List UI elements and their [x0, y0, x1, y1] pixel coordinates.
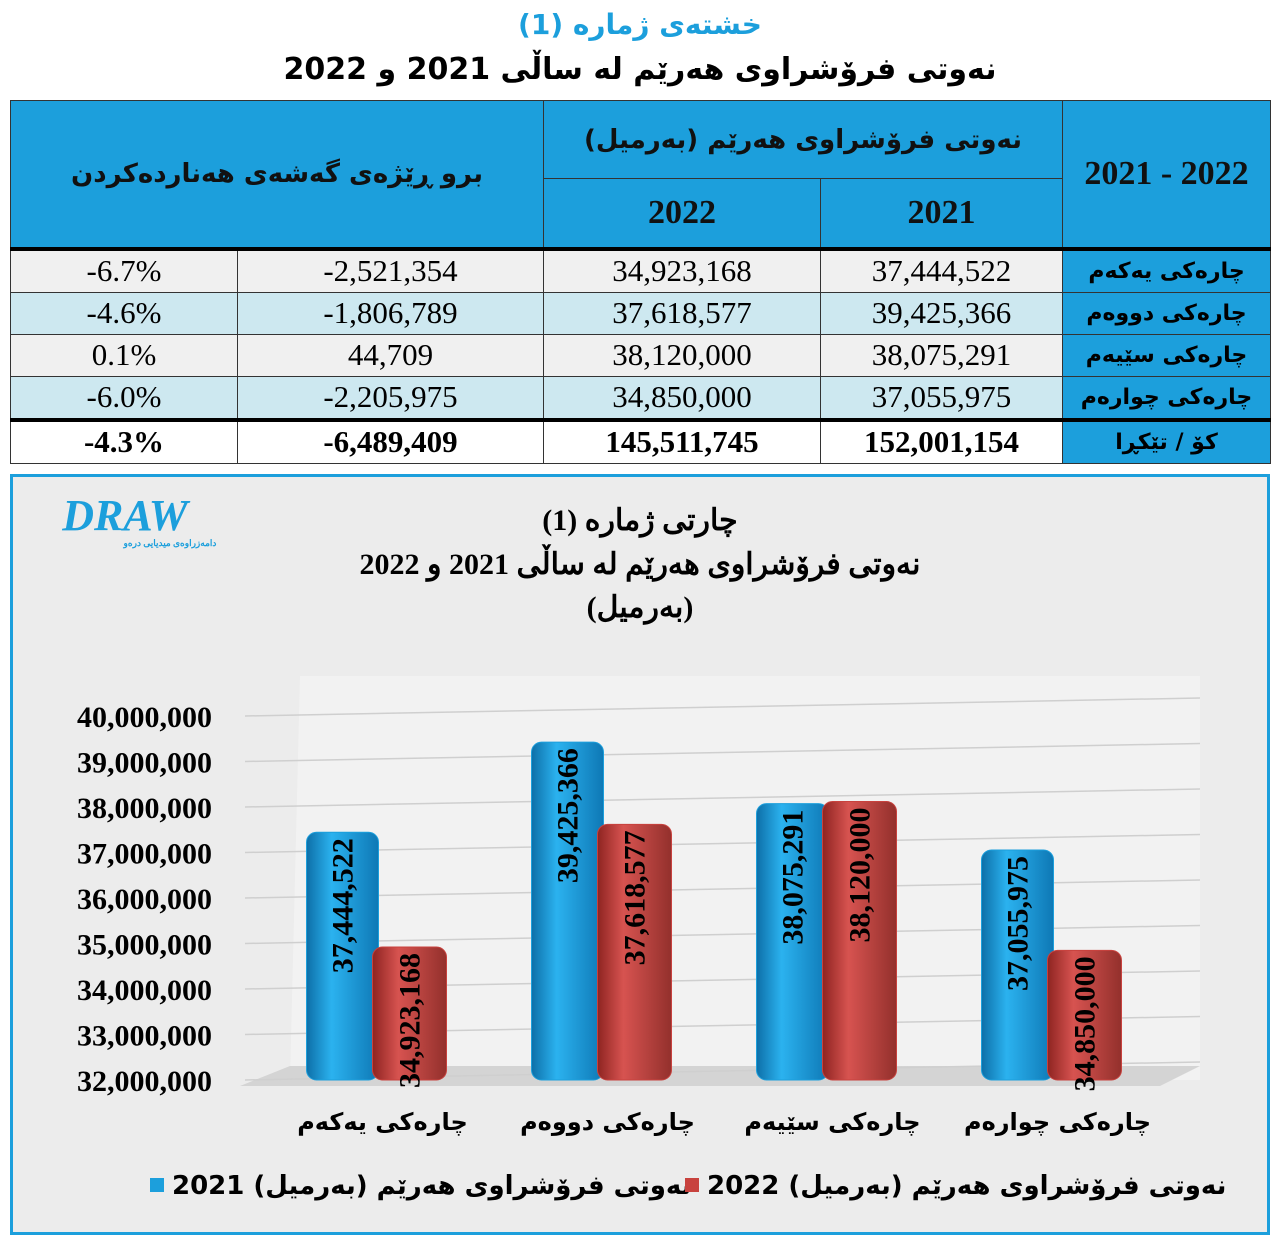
plot-wall	[290, 676, 1200, 1080]
y-tick-label: 33,000,000	[77, 1020, 212, 1053]
table-cell: -2,205,975	[237, 375, 544, 420]
header-cell: 2021	[819, 178, 1064, 249]
data-table: برو ڕێژەی گەشەی هەناردەکردن نەوتی فرۆشرا…	[10, 100, 1272, 464]
table-cell: -4.6%	[10, 291, 238, 335]
legend-swatch	[150, 1178, 164, 1192]
table-row: -6.0% -2,205,975 34,850,000 37,055,975 چارەک…	[10, 375, 1272, 420]
table-cell: 38,120,000	[543, 333, 821, 377]
row-label: چارەکی دووەم	[1062, 291, 1272, 335]
logo-text: DRAW	[61, 491, 190, 540]
bar	[1047, 949, 1122, 1081]
y-tick-label: 35,000,000	[77, 929, 212, 962]
table-row: -4.6% -1,806,789 37,618,577 39,425,366 چارەک…	[10, 291, 1272, 335]
y-tick-label: 37,000,000	[77, 838, 212, 871]
table-cell: -6.7%	[10, 248, 238, 293]
x-tick-label: چارەکی سێیەم	[744, 1108, 920, 1136]
grid-line	[244, 833, 1201, 854]
header-cell: نەوتی فرۆشراوی هەرێم (بەرمیل)	[542, 100, 1064, 179]
y-tick-label: 40,000,000	[77, 701, 212, 734]
plot-floor	[240, 1066, 1200, 1086]
table-subtitle: نەوتی فرۆشراوی هەرێم لە ساڵی 2021 و 2022	[283, 52, 997, 87]
table-cell: 152,001,154	[819, 417, 1064, 464]
table-cell: 37,055,975	[819, 375, 1064, 420]
legend-label: نەوتی فرۆشراوی هەرێم (بەرمیل) 2021	[172, 1171, 691, 1201]
table-cell: -4.3%	[10, 417, 238, 464]
data-label: 38,075,291	[777, 810, 810, 945]
legend-swatch	[685, 1178, 699, 1192]
table-row: 0.1% 44,709 38,120,000 38,075,291 چارەکی سێی…	[10, 333, 1272, 377]
data-label: 34,850,000	[1069, 956, 1102, 1091]
bar	[597, 823, 672, 1081]
bar	[372, 946, 447, 1081]
table-cell: -6,489,409	[237, 417, 544, 464]
header-cell: برو ڕێژەی گەشەی هەناردەکردن	[10, 100, 544, 249]
row-label: چارەکی سێیەم	[1062, 333, 1272, 377]
grid-line	[244, 788, 1201, 808]
header-cell: 2021 - 2022	[1062, 100, 1272, 249]
table-cell: 37,618,577	[543, 291, 821, 335]
chart-title: چارتی ژمارە (1)	[542, 504, 737, 538]
data-label: 37,444,522	[327, 838, 360, 973]
logo-tagline: دامەزراوەی میدیایی درەو	[123, 538, 217, 549]
bar	[822, 801, 897, 1081]
chart: DRAW دامەزراوەی میدیایی درەو چارتی ژمارە…	[61, 491, 1226, 1201]
table-cell: 34,850,000	[543, 375, 821, 420]
chart-subtitle: (بەرمیل)	[587, 591, 694, 625]
legend-label: نەوتی فرۆشراوی هەرێم (بەرمیل) 2022	[707, 1171, 1226, 1201]
header-cell: 2022	[543, 178, 821, 249]
x-tick-label: چارەکی چوارەم	[964, 1108, 1151, 1136]
x-tick-label: چارەکی دووەم	[520, 1108, 695, 1136]
data-label: 34,923,168	[394, 953, 427, 1088]
table-cell: -1,806,789	[237, 291, 544, 335]
data-label: 39,425,366	[552, 748, 585, 883]
grid-line	[244, 742, 1201, 763]
row-label: کۆ / تێکڕا	[1062, 417, 1272, 464]
table-title: خشتەی ژمارە (1)	[518, 8, 762, 41]
table-row: -6.7% -2,521,354 34,923,168 37,444,522 چارەک…	[10, 248, 1272, 293]
table-cell: 34,923,168	[543, 248, 821, 293]
table-cell: -2,521,354	[237, 248, 544, 293]
table-body: -6.7% -2,521,354 34,923,168 37,444,522 چارەک…	[10, 248, 1272, 464]
y-tick-label: 34,000,000	[77, 974, 212, 1007]
table-cell: 145,511,745	[543, 417, 821, 464]
data-label: 37,055,975	[1002, 856, 1035, 991]
x-tick-label: چارەکی یەکەم	[297, 1108, 468, 1136]
table-cell: 44,709	[237, 333, 544, 377]
y-tick-label: 36,000,000	[77, 883, 212, 916]
table-row: -4.3% -6,489,409 145,511,745 152,001,154 کۆ …	[10, 417, 1272, 464]
row-label: چارەکی چوارەم	[1062, 375, 1272, 420]
y-tick-label: 39,000,000	[77, 747, 212, 780]
chart-subtitle: نەوتی فرۆشراوی هەرێم لە ساڵی 2021 و 2022	[359, 544, 920, 582]
y-tick-label: 38,000,000	[77, 792, 212, 825]
row-label: چارەکی یەکەم	[1062, 248, 1272, 293]
table-cell: 38,075,291	[819, 333, 1064, 377]
data-label: 38,120,000	[844, 808, 877, 943]
grid-line	[244, 697, 1201, 717]
table-cell: 37,444,522	[819, 248, 1064, 293]
table-cell: 39,425,366	[819, 291, 1064, 335]
data-label: 37,618,577	[619, 830, 652, 965]
table-cell: 0.1%	[10, 333, 238, 377]
table-cell: -6.0%	[10, 375, 238, 420]
y-tick-label: 32,000,000	[77, 1065, 212, 1098]
